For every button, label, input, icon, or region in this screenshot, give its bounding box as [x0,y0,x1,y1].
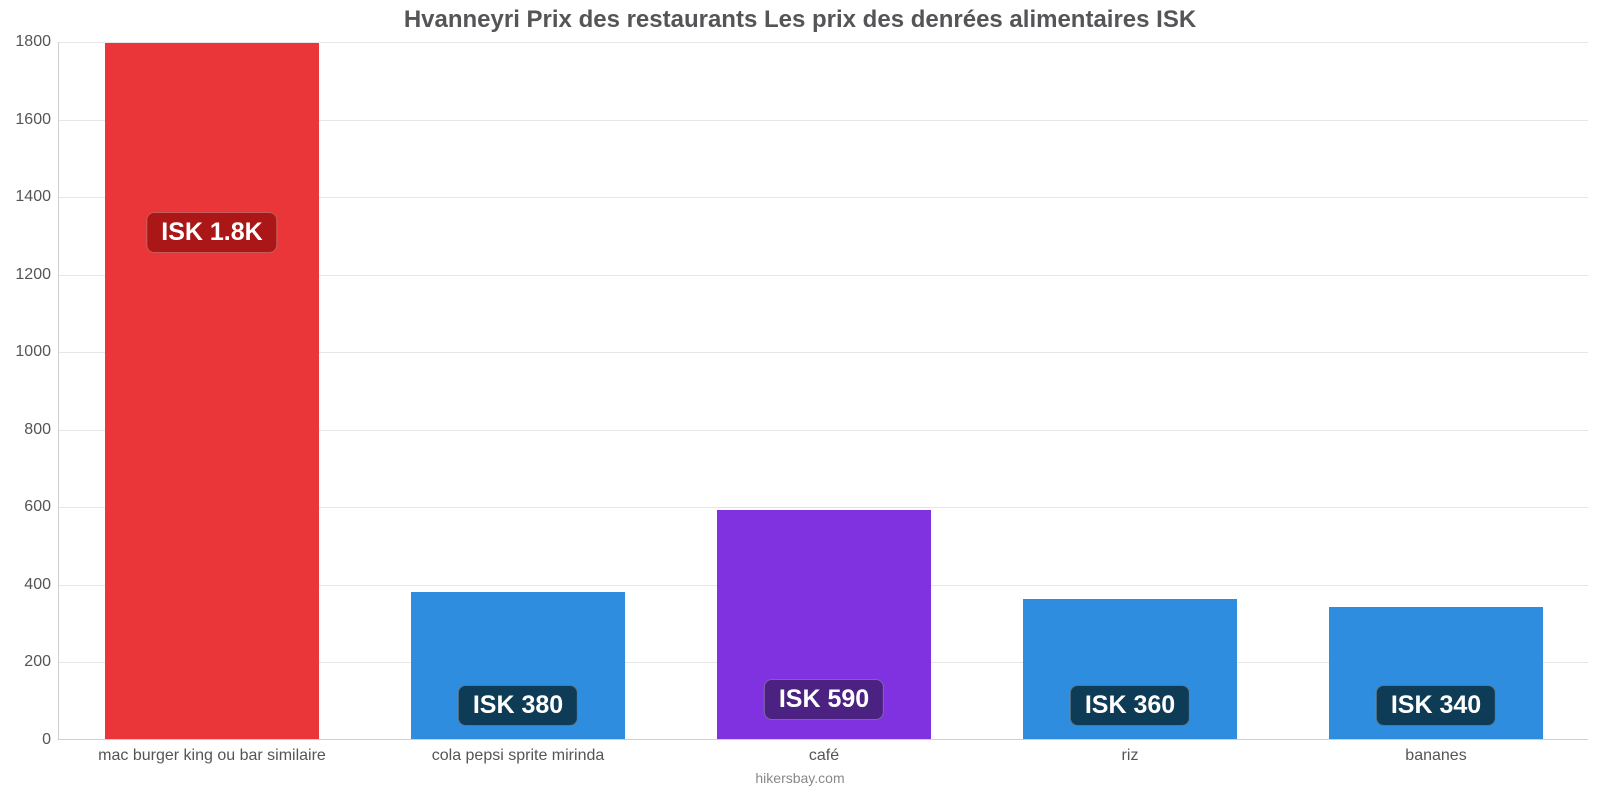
value-badge: ISK 1.8K [146,212,277,253]
value-badge: ISK 360 [1070,685,1190,726]
bar [105,43,319,739]
y-tick-label: 1600 [15,111,51,129]
y-tick-label: 0 [42,731,51,749]
y-tick-label: 1000 [15,343,51,361]
x-tick-label: bananes [1405,747,1466,765]
y-tick-label: 1200 [15,266,51,284]
plot-area: 020040060080010001200140016001800ISK 1.8… [58,42,1588,740]
x-tick-label: riz [1122,747,1139,765]
x-tick-label: mac burger king ou bar similaire [98,747,326,765]
chart-title: Hvanneyri Prix des restaurants Les prix … [0,6,1600,34]
y-tick-label: 600 [24,498,51,516]
y-tick-label: 200 [24,653,51,671]
y-tick-label: 1400 [15,188,51,206]
value-badge: ISK 380 [458,685,578,726]
x-tick-label: café [809,747,839,765]
value-badge: ISK 340 [1376,685,1496,726]
price-bar-chart: Hvanneyri Prix des restaurants Les prix … [0,0,1600,800]
value-badge: ISK 590 [764,679,884,720]
y-tick-label: 800 [24,421,51,439]
y-tick-label: 400 [24,576,51,594]
y-tick-label: 1800 [15,33,51,51]
chart-credit: hikersbay.com [0,770,1600,786]
x-tick-label: cola pepsi sprite mirinda [432,747,605,765]
